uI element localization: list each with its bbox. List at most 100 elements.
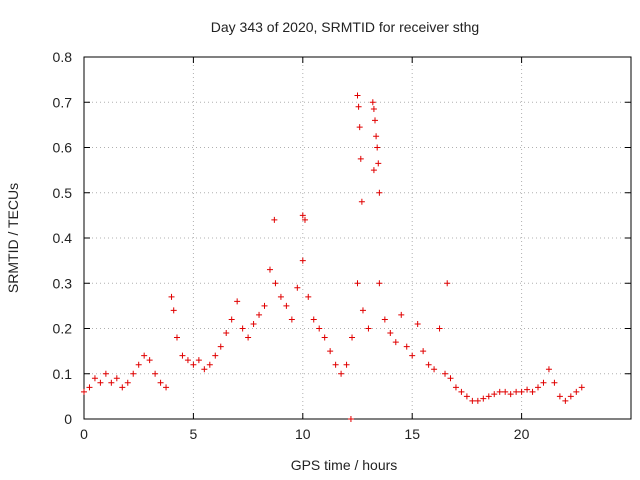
data-point (540, 379, 547, 386)
x-axis-label: GPS time / hours (291, 457, 398, 473)
data-point (480, 395, 487, 402)
data-point (370, 106, 377, 113)
y-tick-label: 0.6 (53, 140, 73, 156)
data-point (545, 366, 552, 373)
data-point (357, 155, 364, 162)
data-point (294, 284, 301, 291)
data-point (272, 280, 279, 287)
data-point (343, 361, 350, 368)
x-tick-label: 20 (514, 426, 530, 442)
data-point (108, 379, 115, 386)
data-point (356, 124, 363, 131)
data-point (578, 384, 585, 391)
data-point (184, 357, 191, 364)
data-point (119, 384, 126, 391)
data-point (301, 216, 308, 223)
y-tick-label: 0.5 (53, 185, 73, 201)
y-tick-label: 0.7 (53, 94, 73, 110)
data-point (529, 388, 536, 395)
data-point (81, 388, 87, 395)
data-point (376, 189, 383, 196)
data-point (91, 375, 98, 382)
data-point (469, 397, 476, 404)
data-point (190, 361, 197, 368)
data-point (507, 391, 514, 398)
data-point (299, 257, 306, 264)
data-point (261, 302, 268, 309)
grid-lines (84, 57, 631, 419)
data-point (217, 343, 224, 350)
data-point (414, 320, 421, 327)
data-point (491, 391, 498, 398)
y-tick-label: 0.2 (53, 321, 73, 337)
data-point (359, 307, 366, 314)
data-point (403, 343, 410, 350)
x-tick-label: 15 (404, 426, 420, 442)
data-point (97, 379, 104, 386)
data-point (305, 293, 312, 300)
data-point (387, 330, 394, 337)
data-point (425, 361, 432, 368)
data-point (524, 386, 531, 393)
data-point (173, 334, 180, 341)
data-point (485, 393, 492, 400)
data-point (146, 357, 153, 364)
data-point (168, 293, 175, 300)
data-point (86, 384, 93, 391)
data-point (102, 370, 109, 377)
data-point (157, 379, 164, 386)
data-point (381, 316, 388, 323)
data-point (474, 397, 481, 404)
data-point (266, 266, 273, 273)
data-point (452, 384, 459, 391)
data-point (283, 302, 290, 309)
y-tick-label: 0.1 (53, 366, 73, 382)
data-point (567, 393, 574, 400)
chart-title: Day 343 of 2020, SRMTID for receiver sth… (211, 19, 479, 35)
data-point (551, 379, 558, 386)
axis-ticks: 0 5 10 15 20 0 0.1 0.2 0.3 0.4 0.5 0.6 0.7 0.8 (53, 49, 631, 442)
data-point (458, 388, 465, 395)
y-axis-label: SRMTID / TECUs (5, 183, 21, 293)
data-point (234, 298, 241, 305)
data-point (124, 379, 131, 386)
data-point (556, 393, 563, 400)
data-point (299, 212, 306, 219)
data-point (392, 339, 399, 346)
data-point (349, 334, 356, 341)
data-point (245, 334, 252, 341)
y-tick-label: 0.8 (53, 49, 73, 65)
data-point (573, 388, 580, 395)
data-point (310, 316, 317, 323)
data-point (271, 216, 278, 223)
data-point (431, 366, 438, 373)
data-point (212, 352, 219, 359)
data-point (113, 375, 120, 382)
data-point (444, 280, 451, 287)
data-point (223, 330, 230, 337)
data-point (206, 361, 213, 368)
x-tick-label: 5 (190, 426, 198, 442)
data-point (502, 388, 509, 395)
data-point (409, 352, 416, 359)
data-point (327, 348, 334, 355)
y-tick-label: 0.4 (53, 230, 73, 246)
data-point (321, 334, 328, 341)
data-point (370, 167, 377, 174)
data-point (518, 388, 525, 395)
data-point (179, 352, 186, 359)
y-tick-label: 0.3 (53, 275, 73, 291)
x-tick-label: 10 (295, 426, 311, 442)
data-point (239, 325, 246, 332)
data-point (195, 357, 202, 364)
data-point (373, 133, 380, 140)
data-point (354, 280, 361, 287)
data-point (288, 316, 295, 323)
data-point (135, 361, 142, 368)
data-point (513, 388, 520, 395)
data-point (354, 92, 361, 99)
data-point (130, 370, 137, 377)
data-point (374, 144, 381, 151)
data-point (442, 370, 449, 377)
data-point (141, 352, 148, 359)
